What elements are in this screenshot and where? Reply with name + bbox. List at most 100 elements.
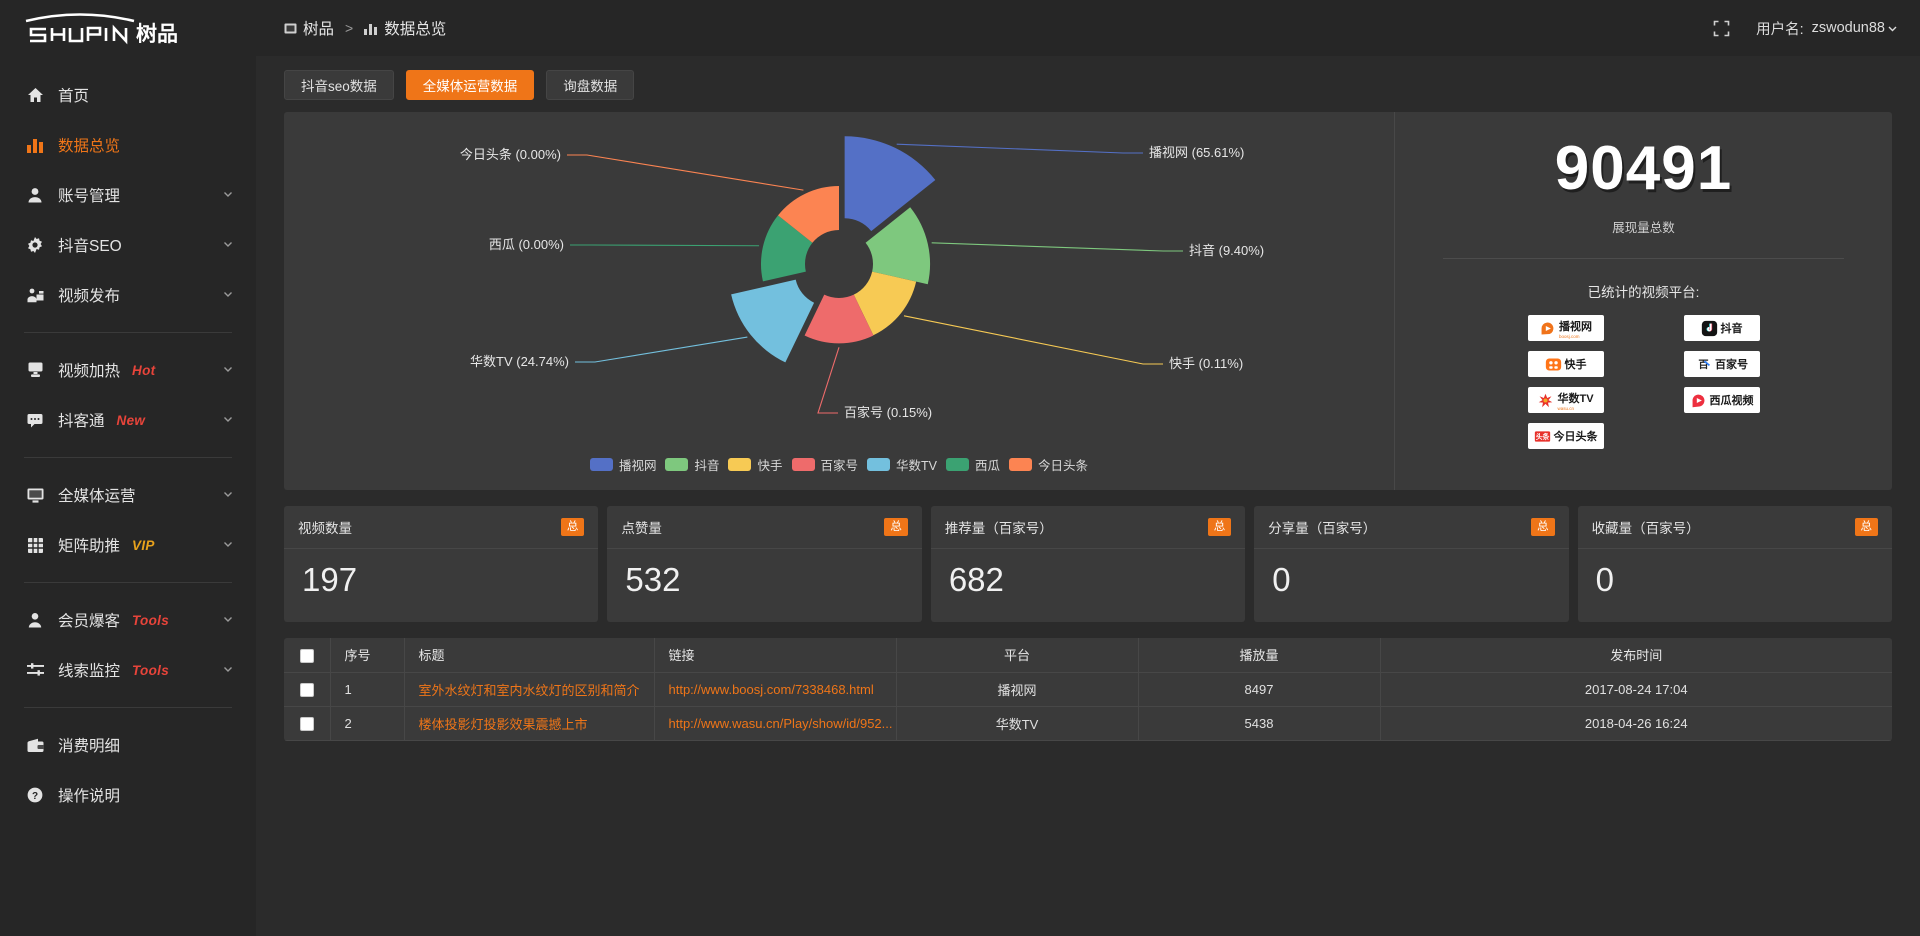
- rose-chart-svg: 播视网 (65.61%) 抖音 (9.40%) 快手 (0.11%) 百家号 (0.1…: [460, 136, 1264, 420]
- user-name-value: zswodun88: [1811, 20, 1885, 36]
- stat-card-3: 分享量（百家号） 总 0: [1254, 506, 1569, 622]
- legend-item-5[interactable]: 西瓜: [946, 455, 1000, 474]
- user-menu[interactable]: 用户名: zswodun88: [1756, 18, 1898, 39]
- platform-card-left-3[interactable]: 头条 今日头条: [1527, 423, 1604, 450]
- tab-2[interactable]: 询盘数据: [546, 70, 635, 100]
- chevron-down-icon: [222, 413, 234, 427]
- breadcrumb-separator: >: [345, 20, 354, 36]
- pie-slice-5[interactable]: [761, 215, 813, 282]
- pie-slice-0[interactable]: [844, 136, 936, 232]
- legend-item-1[interactable]: 抖音: [665, 455, 719, 474]
- stat-card-value: 197: [302, 561, 358, 598]
- shupin-logo-icon: 树品: [25, 13, 178, 46]
- sidebar-item-label: 账号管理: [58, 188, 121, 205]
- row-link-text: http://www.boosj.com/7338468.html: [668, 681, 874, 697]
- sidebar-item-0[interactable]: 首页: [0, 70, 256, 120]
- legend-label: 快手: [757, 459, 783, 473]
- platform-card-sublabel: wasu.cn: [1557, 405, 1574, 411]
- pie-slice-4[interactable]: [731, 279, 815, 363]
- breadcrumb-label-overview: 数据总览: [384, 21, 447, 38]
- sidebar-item-1[interactable]: 数据总览: [0, 120, 256, 170]
- tab-1[interactable]: 全媒体运营数据: [405, 70, 535, 100]
- pie-label-1: 抖音 (9.40%): [1189, 243, 1264, 258]
- legend-item-4[interactable]: 华数TV: [867, 455, 937, 474]
- pie-leader-line-4: [575, 336, 748, 363]
- pie-slice-6[interactable]: [778, 186, 839, 243]
- pie-label-0: 播视网 (65.61%): [1149, 145, 1244, 160]
- sidebar-item-4[interactable]: 视频发布: [0, 270, 256, 320]
- table-body: 1 室外水纹灯和室内水纹灯的区别和简介 http://www.boosj.com/7…: [284, 672, 1892, 741]
- stat-card-1: 点赞量 总 532: [607, 506, 922, 622]
- sidebar-item-label: 线索监控: [58, 663, 121, 680]
- sidebar-item-tag: Tools: [132, 612, 170, 628]
- platform-column-right: 抖音百百家号西瓜视频: [1683, 315, 1760, 449]
- sidebar-item-12[interactable]: 会员爆客 Tools: [0, 595, 256, 645]
- legend-item-3[interactable]: 百家号: [791, 455, 858, 474]
- legend-item-0[interactable]: 播视网: [589, 455, 656, 474]
- sidebar-item-label: 会员爆客: [58, 613, 121, 630]
- row-title[interactable]: 楼体投影灯投影效果震撼上市: [404, 706, 655, 741]
- stat-card-header: 分享量（百家号） 总: [1254, 506, 1569, 549]
- platform-card-left-0[interactable]: 播视网 boosj.com: [1527, 315, 1604, 342]
- brand-logo[interactable]: 树品: [0, 0, 256, 56]
- wasu-icon: [1537, 392, 1554, 409]
- status-badge: 总: [1207, 517, 1232, 537]
- legend-swatch: [728, 458, 752, 471]
- sidebar-item-10[interactable]: 矩阵助推 VIP: [0, 520, 256, 570]
- legend-item-2[interactable]: 快手: [728, 455, 783, 474]
- platform-card-right-2[interactable]: 西瓜视频: [1683, 387, 1760, 414]
- sidebar-item-7[interactable]: 抖客通 New: [0, 395, 256, 445]
- row-title-text: 楼体投影灯投影效果震撼上市: [418, 716, 588, 732]
- legend-label: 今日头条: [1038, 459, 1089, 473]
- pie-slice-3[interactable]: [804, 294, 874, 344]
- row-select-cell: [284, 672, 331, 707]
- platform-card-label: 华数TV: [1557, 392, 1594, 405]
- platform-card-left-1[interactable]: 快手: [1527, 351, 1604, 378]
- sidebar-item-tag: Tools: [132, 662, 170, 678]
- table-header-title: 标题: [404, 638, 655, 673]
- sidebar-item-9[interactable]: 全媒体运营: [0, 470, 256, 520]
- sidebar-item-2[interactable]: 账号管理: [0, 170, 256, 220]
- sidebar-item-6[interactable]: 视频加热 Hot: [0, 345, 256, 395]
- member-icon: [24, 610, 46, 630]
- legend-label: 西瓜: [975, 459, 1001, 473]
- total-impressions-label: 展现量总数: [1612, 221, 1675, 236]
- legend-item-6[interactable]: 今日头条: [1009, 455, 1088, 474]
- platform-card-right-1[interactable]: 百百家号: [1683, 351, 1760, 378]
- sidebar-item-15[interactable]: 消费明细: [0, 720, 256, 770]
- row-checkbox[interactable]: [299, 682, 314, 697]
- tab-0[interactable]: 抖音seo数据: [284, 70, 394, 100]
- sidebar-item-13[interactable]: 线索监控 Tools: [0, 645, 256, 695]
- sidebar-item-label: 首页: [58, 88, 90, 105]
- table-row: 1 室外水纹灯和室内水纹灯的区别和简介 http://www.boosj.com/7…: [284, 672, 1892, 707]
- row-time: 2017-08-24 17:04: [1380, 672, 1892, 707]
- stat-card-title: 推荐量（百家号）: [944, 521, 1053, 536]
- row-title[interactable]: 室外水纹灯和室内水纹灯的区别和简介: [404, 672, 655, 707]
- row-title-text: 室外水纹灯和室内水纹灯的区别和简介: [418, 682, 640, 698]
- breadcrumb: 树品 > 数据总览: [284, 17, 446, 39]
- breadcrumb-item-overview[interactable]: 数据总览: [364, 17, 446, 39]
- platform-distribution-chart[interactable]: 播视网 (65.61%) 抖音 (9.40%) 快手 (0.11%) 百家号 (0.1…: [284, 112, 1394, 490]
- platform-card-label: 快手: [1564, 359, 1587, 372]
- row-link[interactable]: http://www.wasu.cn/Play/show/id/952...: [654, 706, 897, 741]
- table-header-link: 链接: [654, 638, 897, 673]
- boosj-icon: [1539, 320, 1556, 337]
- pie-slice-1[interactable]: [865, 207, 931, 285]
- row-plays: 8497: [1138, 672, 1381, 707]
- stat-cards: 视频数量总 197 点赞量总 532 推荐量（百家号）总 682 分享量（百家号）总 0 收藏量…: [284, 506, 1893, 622]
- sidebar-item-16[interactable]: ? 操作说明: [0, 770, 256, 820]
- stat-card-title: 收藏量（百家号）: [1591, 521, 1700, 536]
- breadcrumb-item-app[interactable]: 树品: [284, 17, 334, 39]
- stat-card-header: 点赞量 总: [607, 506, 922, 549]
- pie-slice-2[interactable]: [853, 271, 917, 336]
- row-checkbox[interactable]: [299, 716, 314, 731]
- chevron-down-icon: [222, 238, 234, 252]
- fullscreen-icon[interactable]: [1713, 20, 1730, 37]
- sidebar-item-3[interactable]: 抖音SEO: [0, 220, 256, 270]
- platform-card-right-0[interactable]: 抖音: [1683, 315, 1760, 342]
- pie-leader-line-2: [903, 315, 1163, 365]
- pie-leader-line-5: [570, 244, 760, 247]
- select-all-checkbox[interactable]: [299, 648, 314, 663]
- platform-card-left-2[interactable]: 华数TV wasu.cn: [1527, 387, 1604, 414]
- row-link[interactable]: http://www.boosj.com/7338468.html: [654, 672, 897, 707]
